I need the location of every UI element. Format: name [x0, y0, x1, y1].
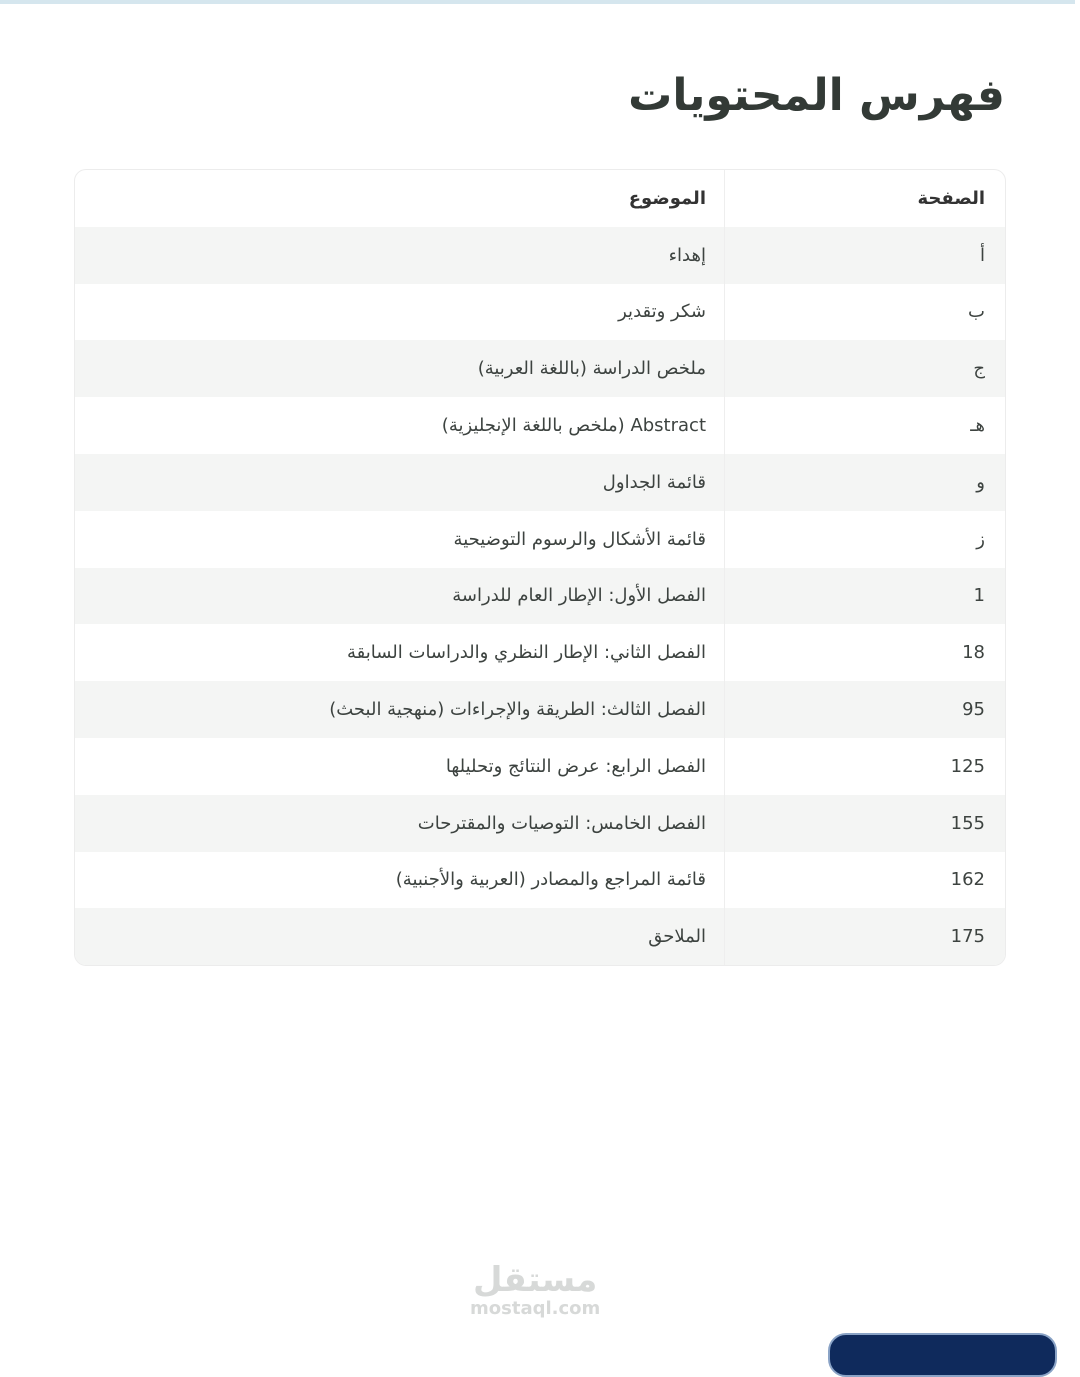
- page-number: 125: [724, 737, 1005, 795]
- table-row: هـ Abstract (ملخص باللغة الإنجليزية): [75, 397, 1005, 454]
- page-number: 1: [724, 567, 1005, 625]
- table-row: ج ملخص الدراسة (باللغة العربية): [75, 340, 1005, 398]
- page-number: و: [724, 453, 1005, 511]
- table-row: أ إهداء: [75, 226, 1005, 284]
- page-number: 155: [724, 794, 1005, 852]
- table-header: الصفحة الموضوع: [75, 170, 1005, 227]
- page-number: أ: [724, 226, 1005, 284]
- table-row: 125 الفصل الرابع: عرض النتائج وتحليلها: [75, 737, 1005, 795]
- table-row: 162 قائمة المراجع والمصادر (العربية والأج…: [75, 851, 1005, 909]
- page-number: هـ: [724, 397, 1005, 454]
- table-row: 95 الفصل الثالث: الطريقة والإجراءات (منهج…: [75, 681, 1005, 738]
- toc-table: الصفحة الموضوع أ إهداء ب شكر وتقدير ج ملخص ال…: [74, 169, 1006, 967]
- page-number: 95: [724, 681, 1005, 738]
- watermark-latin: mostaql.com: [470, 1298, 601, 1319]
- topic-title: شكر وتقدير: [618, 301, 706, 323]
- page-number: 18: [724, 624, 1005, 682]
- mostaql-watermark: مستقل mostaql.com: [470, 1262, 600, 1319]
- table-row: 155 الفصل الخامس: التوصيات والمقترحات: [75, 794, 1005, 852]
- topic-title: قائمة الأشكال والرسوم التوضيحية: [453, 528, 706, 550]
- table-row: ب شكر وتقدير: [75, 283, 1005, 341]
- topic-title: قائمة المراجع والمصادر (العربية والأجنبي…: [395, 869, 706, 891]
- watermark-arabic: مستقل: [472, 1260, 598, 1300]
- page-title: فهرس المحتويات: [628, 70, 1005, 121]
- topic-title: الفصل الخامس: التوصيات والمقترحات: [417, 812, 706, 834]
- table-row: 175 الملاحق: [75, 908, 1005, 966]
- topic-title: ملخص الدراسة (باللغة العربية): [477, 358, 706, 380]
- page-number: ج: [724, 340, 1005, 398]
- header-topic: الموضوع: [628, 187, 706, 209]
- page-number: 162: [724, 851, 1005, 909]
- table-row: 1 الفصل الأول: الإطار العام للدراسة: [75, 567, 1005, 625]
- topic-title: الفصل الثاني: الإطار النظري والدراسات ال…: [346, 642, 706, 664]
- made-with-badge[interactable]: [828, 1333, 1057, 1377]
- topic-title: الفصل الأول: الإطار العام للدراسة: [452, 585, 706, 607]
- table-row: 18 الفصل الثاني: الإطار النظري والدراسات …: [75, 624, 1005, 682]
- topic-title: Abstract (ملخص باللغة الإنجليزية): [441, 415, 706, 437]
- table-row: و قائمة الجداول: [75, 453, 1005, 511]
- top-bar: [0, 0, 1075, 4]
- page-number: ب: [724, 283, 1005, 341]
- topic-title: الفصل الرابع: عرض النتائج وتحليلها: [445, 755, 706, 777]
- topic-title: الملاحق: [648, 926, 706, 948]
- topic-title: قائمة الجداول: [602, 471, 706, 493]
- table-row: ز قائمة الأشكال والرسوم التوضيحية: [75, 510, 1005, 568]
- topic-title: الفصل الثالث: الطريقة والإجراءات (منهجية…: [329, 699, 706, 721]
- page-number: ز: [724, 510, 1005, 568]
- header-page: الصفحة: [724, 170, 1005, 227]
- topic-title: إهداء: [668, 244, 706, 266]
- page-number: 175: [724, 908, 1005, 966]
